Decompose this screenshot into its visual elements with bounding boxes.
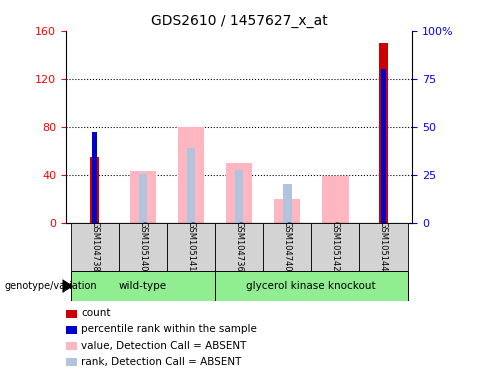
- Bar: [322, 176, 348, 223]
- Bar: [360, 223, 407, 271]
- Text: GSM104738: GSM104738: [90, 221, 99, 272]
- Bar: [71, 271, 215, 301]
- Text: genotype/variation: genotype/variation: [5, 281, 98, 291]
- Bar: [263, 223, 311, 271]
- Text: value, Detection Call = ABSENT: value, Detection Call = ABSENT: [81, 341, 247, 351]
- Bar: [226, 163, 252, 223]
- Text: count: count: [81, 308, 111, 318]
- Bar: [178, 127, 204, 223]
- Bar: [311, 223, 360, 271]
- Text: GSM105140: GSM105140: [139, 222, 147, 272]
- Bar: [139, 174, 147, 223]
- Bar: [215, 271, 407, 301]
- Text: wild-type: wild-type: [119, 281, 167, 291]
- Bar: [187, 148, 195, 223]
- Text: glycerol kinase knockout: glycerol kinase knockout: [246, 281, 376, 291]
- Bar: [215, 223, 263, 271]
- Bar: [274, 199, 301, 223]
- Text: percentile rank within the sample: percentile rank within the sample: [81, 324, 257, 334]
- Bar: [119, 223, 167, 271]
- Bar: [167, 223, 215, 271]
- Bar: [283, 184, 291, 223]
- Bar: [71, 223, 119, 271]
- Bar: [92, 132, 97, 223]
- Bar: [235, 170, 244, 223]
- Bar: [379, 43, 388, 223]
- Text: GSM105142: GSM105142: [331, 222, 340, 272]
- Bar: [381, 69, 386, 223]
- Bar: [130, 171, 156, 223]
- Text: GSM105144: GSM105144: [379, 222, 388, 272]
- Polygon shape: [62, 279, 73, 293]
- Bar: [90, 157, 99, 223]
- Text: GSM104740: GSM104740: [283, 222, 292, 272]
- Text: GSM105141: GSM105141: [186, 222, 196, 272]
- Text: GSM104736: GSM104736: [235, 221, 244, 272]
- Title: GDS2610 / 1457627_x_at: GDS2610 / 1457627_x_at: [151, 14, 327, 28]
- Text: rank, Detection Call = ABSENT: rank, Detection Call = ABSENT: [81, 357, 242, 367]
